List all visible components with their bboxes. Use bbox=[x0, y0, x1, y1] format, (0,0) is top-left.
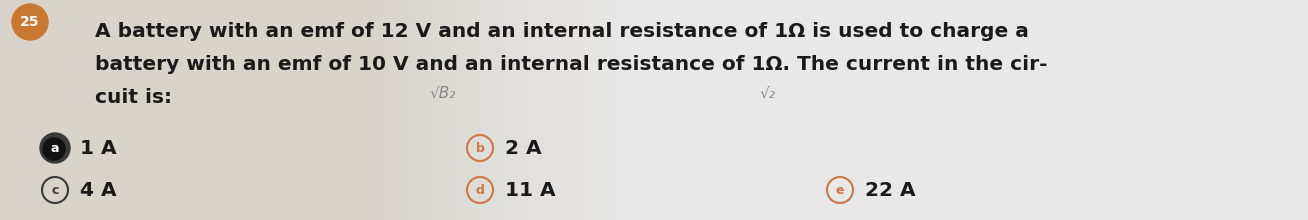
Text: √B₂: √B₂ bbox=[430, 85, 456, 100]
Text: b: b bbox=[476, 141, 484, 154]
Bar bbox=[458, 0, 466, 220]
Bar bbox=[425, 0, 433, 220]
Bar bbox=[556, 0, 564, 220]
Text: 2 A: 2 A bbox=[505, 139, 542, 158]
Bar bbox=[595, 0, 603, 220]
Bar bbox=[0, 0, 458, 220]
Bar bbox=[621, 0, 629, 220]
Text: 1 A: 1 A bbox=[80, 139, 116, 158]
Text: 4 A: 4 A bbox=[80, 180, 116, 200]
Text: 11 A: 11 A bbox=[505, 180, 556, 200]
Bar bbox=[399, 0, 407, 220]
Text: 22 A: 22 A bbox=[865, 180, 916, 200]
Text: a: a bbox=[51, 141, 59, 154]
Circle shape bbox=[12, 4, 48, 40]
Bar bbox=[432, 0, 439, 220]
Bar bbox=[386, 0, 394, 220]
Bar bbox=[530, 0, 538, 220]
Bar bbox=[615, 0, 623, 220]
Bar bbox=[608, 0, 616, 220]
Bar bbox=[582, 0, 590, 220]
Bar bbox=[490, 0, 498, 220]
Bar bbox=[458, 0, 1308, 220]
Bar bbox=[445, 0, 453, 220]
Text: c: c bbox=[51, 183, 59, 196]
Bar bbox=[419, 0, 426, 220]
Bar bbox=[536, 0, 544, 220]
Bar bbox=[471, 0, 479, 220]
Bar bbox=[517, 0, 525, 220]
Text: d: d bbox=[476, 183, 484, 196]
Bar bbox=[392, 0, 400, 220]
Circle shape bbox=[41, 133, 71, 163]
Bar bbox=[412, 0, 420, 220]
Bar bbox=[373, 0, 381, 220]
Bar bbox=[523, 0, 531, 220]
Text: e: e bbox=[836, 183, 844, 196]
Bar bbox=[477, 0, 485, 220]
Bar bbox=[497, 0, 505, 220]
Bar bbox=[543, 0, 551, 220]
Bar bbox=[379, 0, 387, 220]
Bar bbox=[451, 0, 459, 220]
Bar bbox=[576, 0, 583, 220]
Bar bbox=[602, 0, 610, 220]
Text: 25: 25 bbox=[20, 15, 39, 29]
Bar bbox=[405, 0, 413, 220]
Bar bbox=[366, 0, 374, 220]
Bar bbox=[569, 0, 577, 220]
Bar bbox=[589, 0, 596, 220]
Circle shape bbox=[43, 138, 65, 160]
Bar bbox=[484, 0, 492, 220]
Bar bbox=[504, 0, 511, 220]
Bar bbox=[438, 0, 446, 220]
Bar bbox=[549, 0, 557, 220]
Bar bbox=[562, 0, 570, 220]
Text: A battery with an emf of 12 V and an internal resistance of 1Ω is used to charge: A battery with an emf of 12 V and an int… bbox=[95, 22, 1029, 41]
Bar bbox=[464, 0, 472, 220]
Text: cuit is:: cuit is: bbox=[95, 88, 171, 107]
Text: √₂: √₂ bbox=[760, 85, 776, 100]
Bar bbox=[510, 0, 518, 220]
Text: battery with an emf of 10 V and an internal resistance of 1Ω. The current in the: battery with an emf of 10 V and an inter… bbox=[95, 55, 1048, 74]
